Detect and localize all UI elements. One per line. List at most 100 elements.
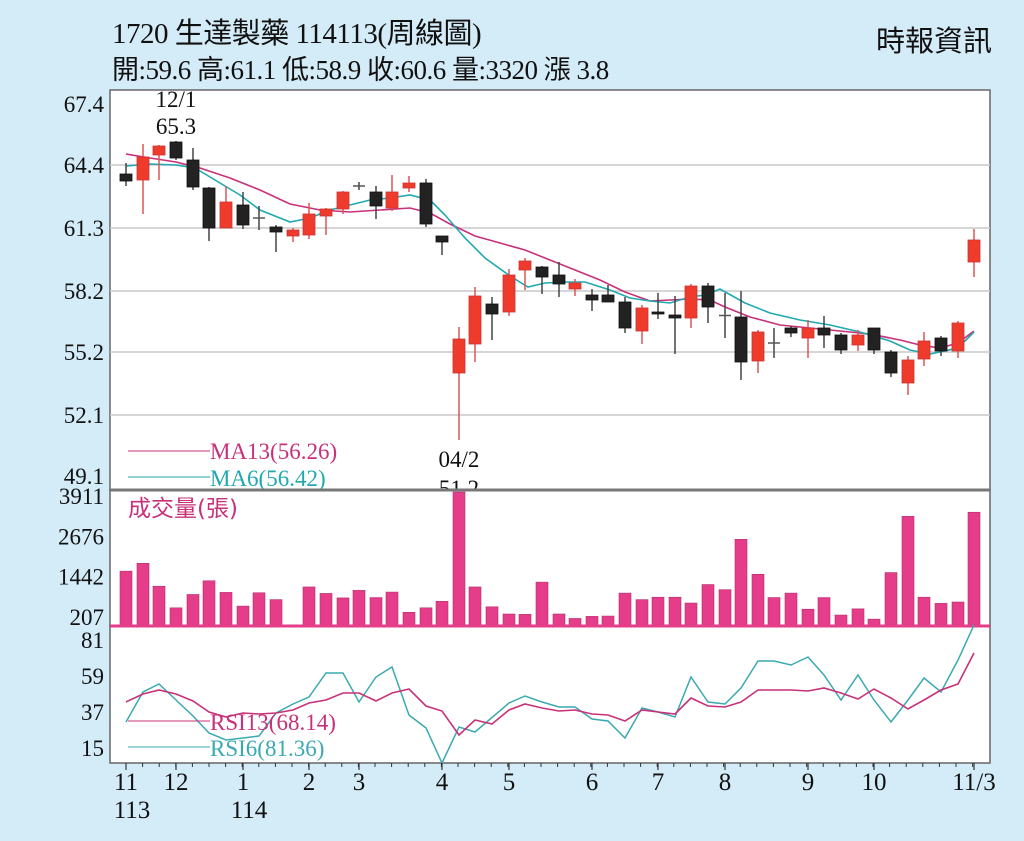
candle — [734, 291, 748, 380]
price-tick-label: 67.4 — [64, 92, 105, 117]
candle — [518, 258, 532, 290]
candle — [319, 208, 333, 235]
volume-bar — [834, 614, 848, 627]
candle — [452, 327, 466, 440]
source-label: 時報資訊 — [875, 26, 992, 58]
x-year-label: 114 — [231, 797, 268, 824]
ma13-legend-label: MA13(56.26) — [210, 439, 337, 464]
candle — [967, 229, 981, 277]
ohlc-summary: 開:59.6 高:61.1 低:58.9 收:60.6 量:3320 漲 3.8 — [112, 55, 609, 85]
volume-bar — [618, 592, 632, 627]
candle — [219, 186, 233, 229]
volume-tick-label: 2676 — [58, 524, 104, 549]
volume-bar — [452, 491, 466, 627]
rsi-tick-label: 15 — [81, 736, 104, 761]
volume-bar — [252, 592, 266, 627]
x-tick-label: 6 — [586, 769, 599, 796]
rsi-tick-label: 59 — [81, 664, 104, 689]
x-tick-label: 4 — [436, 769, 449, 796]
x-tick-label: 5 — [503, 769, 516, 796]
volume-bar — [651, 596, 665, 627]
volume-bar — [352, 590, 366, 627]
candle — [768, 328, 780, 358]
price-tick-label: 61.3 — [64, 216, 104, 241]
candle — [568, 279, 582, 296]
volume-bar — [767, 597, 781, 627]
rsi13-legend-label: RSI13(68.14) — [210, 710, 336, 735]
candle — [719, 293, 731, 338]
x-tick-label: 7 — [652, 769, 665, 796]
candle — [651, 293, 665, 319]
volume-bar — [801, 608, 815, 627]
x-tick-label: 10 — [862, 769, 887, 796]
rsi-tick-label: 81 — [81, 628, 104, 653]
price-tick-label: 55.2 — [64, 340, 104, 365]
candle — [119, 163, 133, 186]
volume-bar — [734, 539, 748, 627]
volume-bar — [701, 584, 715, 627]
volume-bar — [502, 613, 516, 627]
candle — [552, 262, 566, 297]
rsi-legend: RSI13(68.14) RSI6(81.36) — [128, 710, 336, 761]
volume-bar — [967, 511, 981, 627]
candle — [419, 179, 433, 227]
volume-bar — [684, 602, 698, 627]
low-date-label: 04/2 — [439, 447, 480, 472]
candle — [435, 235, 449, 255]
candle — [817, 316, 831, 348]
rsi-tick-label: 37 — [81, 700, 104, 725]
volume-bar — [219, 592, 233, 627]
candle — [369, 186, 383, 219]
candle — [901, 356, 915, 395]
volume-bar — [369, 597, 383, 627]
candle — [302, 203, 316, 239]
x-year-label: 113 — [114, 797, 151, 824]
volume-bar — [784, 592, 798, 627]
volume-bar — [884, 572, 898, 627]
volume-bar — [951, 601, 965, 627]
candle — [152, 145, 166, 180]
ma6-line — [125, 163, 975, 355]
x-tick-label: 2 — [303, 769, 316, 796]
volume-bar — [236, 605, 250, 627]
candle — [784, 326, 798, 337]
high-value-label: 65.3 — [156, 114, 196, 139]
volume-bar — [552, 613, 566, 627]
volume-bar — [385, 591, 399, 627]
candle — [934, 336, 948, 356]
volume-bar — [751, 573, 765, 627]
volume-bar — [934, 603, 948, 627]
candle — [834, 333, 848, 354]
volume-bar — [419, 607, 433, 627]
volume-bar — [485, 606, 499, 627]
candle — [851, 330, 865, 351]
volume-bar — [169, 607, 183, 627]
candle — [236, 192, 250, 229]
x-tick-label: 9 — [802, 769, 815, 796]
volume-bar — [851, 608, 865, 627]
candle — [585, 289, 599, 311]
candle — [751, 330, 765, 373]
candle — [601, 285, 615, 303]
volume-panel: 3911 2676 1442 207 成交量(張) — [58, 484, 991, 630]
volume-bar — [136, 562, 150, 627]
volume-bar — [302, 586, 316, 627]
x-tick-label: 11/3 — [952, 769, 996, 796]
volume-bar — [319, 593, 333, 627]
price-tick-label: 52.1 — [64, 403, 104, 428]
volume-bar — [435, 601, 449, 627]
price-tick-label: 58.2 — [64, 279, 104, 304]
x-tick-label: 8 — [719, 769, 732, 796]
volume-bar — [152, 585, 166, 627]
volume-bar — [535, 581, 549, 627]
volume-bar — [119, 570, 133, 627]
candle — [701, 283, 715, 323]
candle — [535, 266, 549, 294]
rsi-panel: 81 59 37 15 RSI13(68.14) RSI6(81.36) — [81, 624, 991, 765]
candle — [884, 350, 898, 377]
candle — [186, 148, 200, 190]
candle — [136, 144, 150, 214]
candle — [336, 191, 350, 214]
